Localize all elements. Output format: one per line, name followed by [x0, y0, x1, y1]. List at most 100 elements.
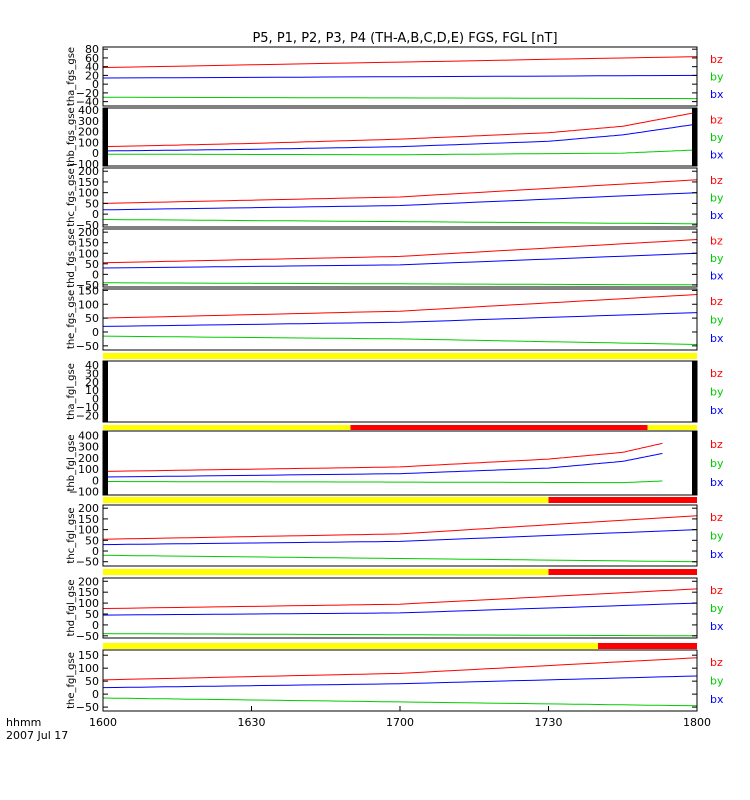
y-tick-label: 0 — [92, 393, 99, 406]
legend-bx: bx — [710, 693, 724, 706]
trace-bx — [102, 74, 698, 79]
legend-bx: bx — [710, 209, 724, 222]
y-tick-label: 100 — [78, 187, 99, 200]
panel-frame — [102, 430, 698, 496]
legend-by: by — [710, 602, 724, 615]
legend-bx: bx — [710, 88, 724, 101]
y-tick-label: 200 — [78, 126, 99, 139]
y-tick-label: 150 — [78, 176, 99, 189]
y-tick-label: 300 — [78, 441, 99, 454]
y-tick-label: 100 — [78, 524, 99, 537]
trace-by — [103, 282, 698, 286]
mode-bar-segment — [548, 497, 697, 503]
y-tick-label: 0 — [92, 688, 99, 701]
mode-bar — [103, 643, 697, 649]
trace-bz — [102, 515, 698, 540]
legend-bz: bz — [710, 584, 723, 597]
mode-bar — [103, 353, 697, 359]
panel-ylabel: thc_fgs_gse — [66, 168, 77, 227]
trace-by — [102, 219, 698, 225]
mode-bar-segment — [598, 643, 697, 649]
legend-bx: bx — [710, 404, 724, 417]
trace-bz — [102, 588, 698, 609]
panel-ylabel: thc_fgl_gse — [66, 507, 77, 563]
mode-bar — [103, 425, 697, 430]
left-edge-marker — [103, 361, 108, 422]
panel-ylabel: the_fgs_gse — [66, 290, 77, 349]
y-tick-label: 100 — [78, 136, 99, 149]
trace-bz — [102, 111, 698, 148]
y-tick-label: −50 — [76, 340, 99, 353]
y-tick-label: −100 — [69, 158, 99, 171]
trace-by — [103, 96, 698, 100]
y-tick-label: −100 — [69, 486, 99, 499]
y-tick-label: 200 — [78, 502, 99, 515]
trace-by — [103, 480, 663, 484]
y-tick-label: 100 — [78, 298, 99, 311]
legend-bz: bz — [710, 174, 723, 187]
trace-by — [102, 335, 698, 345]
y-tick-label: −50 — [76, 630, 99, 643]
y-tick-label: 60 — [85, 52, 99, 65]
y-tick-label: 0 — [92, 78, 99, 91]
legend-by: by — [710, 192, 724, 205]
legend-by: by — [710, 386, 724, 399]
x-tick-label: 1630 — [238, 716, 266, 729]
panel-ylabel: thb_fgs_gse — [66, 107, 77, 166]
y-tick-label: −50 — [76, 701, 99, 714]
panel-frame — [102, 107, 698, 167]
trace-bx — [102, 675, 698, 689]
y-tick-label: 150 — [78, 513, 99, 526]
y-tick-label: −50 — [76, 279, 99, 292]
mode-bar-segment — [103, 643, 598, 649]
panel-frame — [102, 167, 698, 228]
y-tick-label: 0 — [92, 147, 99, 160]
x-axis-label-units: hhmm — [6, 716, 41, 729]
legend-bx: bx — [710, 620, 724, 633]
y-tick-label: 20 — [85, 376, 99, 389]
panel-frame — [102, 577, 698, 639]
legend-by: by — [710, 131, 724, 144]
x-axis: 1600 1630 1700 1730 1800 — [89, 706, 711, 729]
mode-bar-segment — [103, 353, 697, 359]
y-tick-label: 0 — [92, 474, 99, 487]
plot-title: P5, P1, P2, P3, P4 (TH-A,B,C,D,E) FGS, F… — [252, 31, 557, 46]
trace-bx — [102, 252, 698, 269]
panel-ylabel: thb_fgl_gse — [66, 435, 77, 492]
legend-bx: bx — [710, 148, 724, 161]
trace-bz — [102, 179, 698, 204]
y-tick-label: 150 — [78, 237, 99, 250]
x-axis-label-date: 2007 Jul 17 — [6, 729, 68, 742]
y-tick-label: 400 — [78, 429, 99, 442]
legend-bz: bz — [710, 367, 723, 380]
trace-by — [103, 149, 698, 156]
mode-bar-segment — [103, 425, 351, 430]
legend-bz: bz — [710, 438, 723, 451]
y-tick-label: 0 — [92, 326, 99, 339]
legend-bz: bz — [710, 511, 723, 524]
mode-bar-segment — [548, 569, 697, 575]
legend-bz: bz — [710, 295, 723, 308]
y-tick-label: −20 — [76, 409, 99, 422]
y-tick-label: −10 — [76, 401, 99, 414]
y-tick-label: 200 — [78, 452, 99, 465]
trace-bx — [102, 312, 698, 327]
y-tick-label: 200 — [78, 226, 99, 239]
x-tick-label: 1600 — [89, 716, 117, 729]
mode-bar-segment — [103, 569, 549, 575]
panel-frame — [102, 504, 698, 567]
panel-ylabel: thd_fgl_gse — [66, 580, 77, 637]
y-tick-label: −50 — [76, 556, 99, 569]
panel-frame — [102, 360, 698, 423]
right-edge-marker — [692, 108, 697, 166]
trace-bz — [102, 239, 698, 264]
